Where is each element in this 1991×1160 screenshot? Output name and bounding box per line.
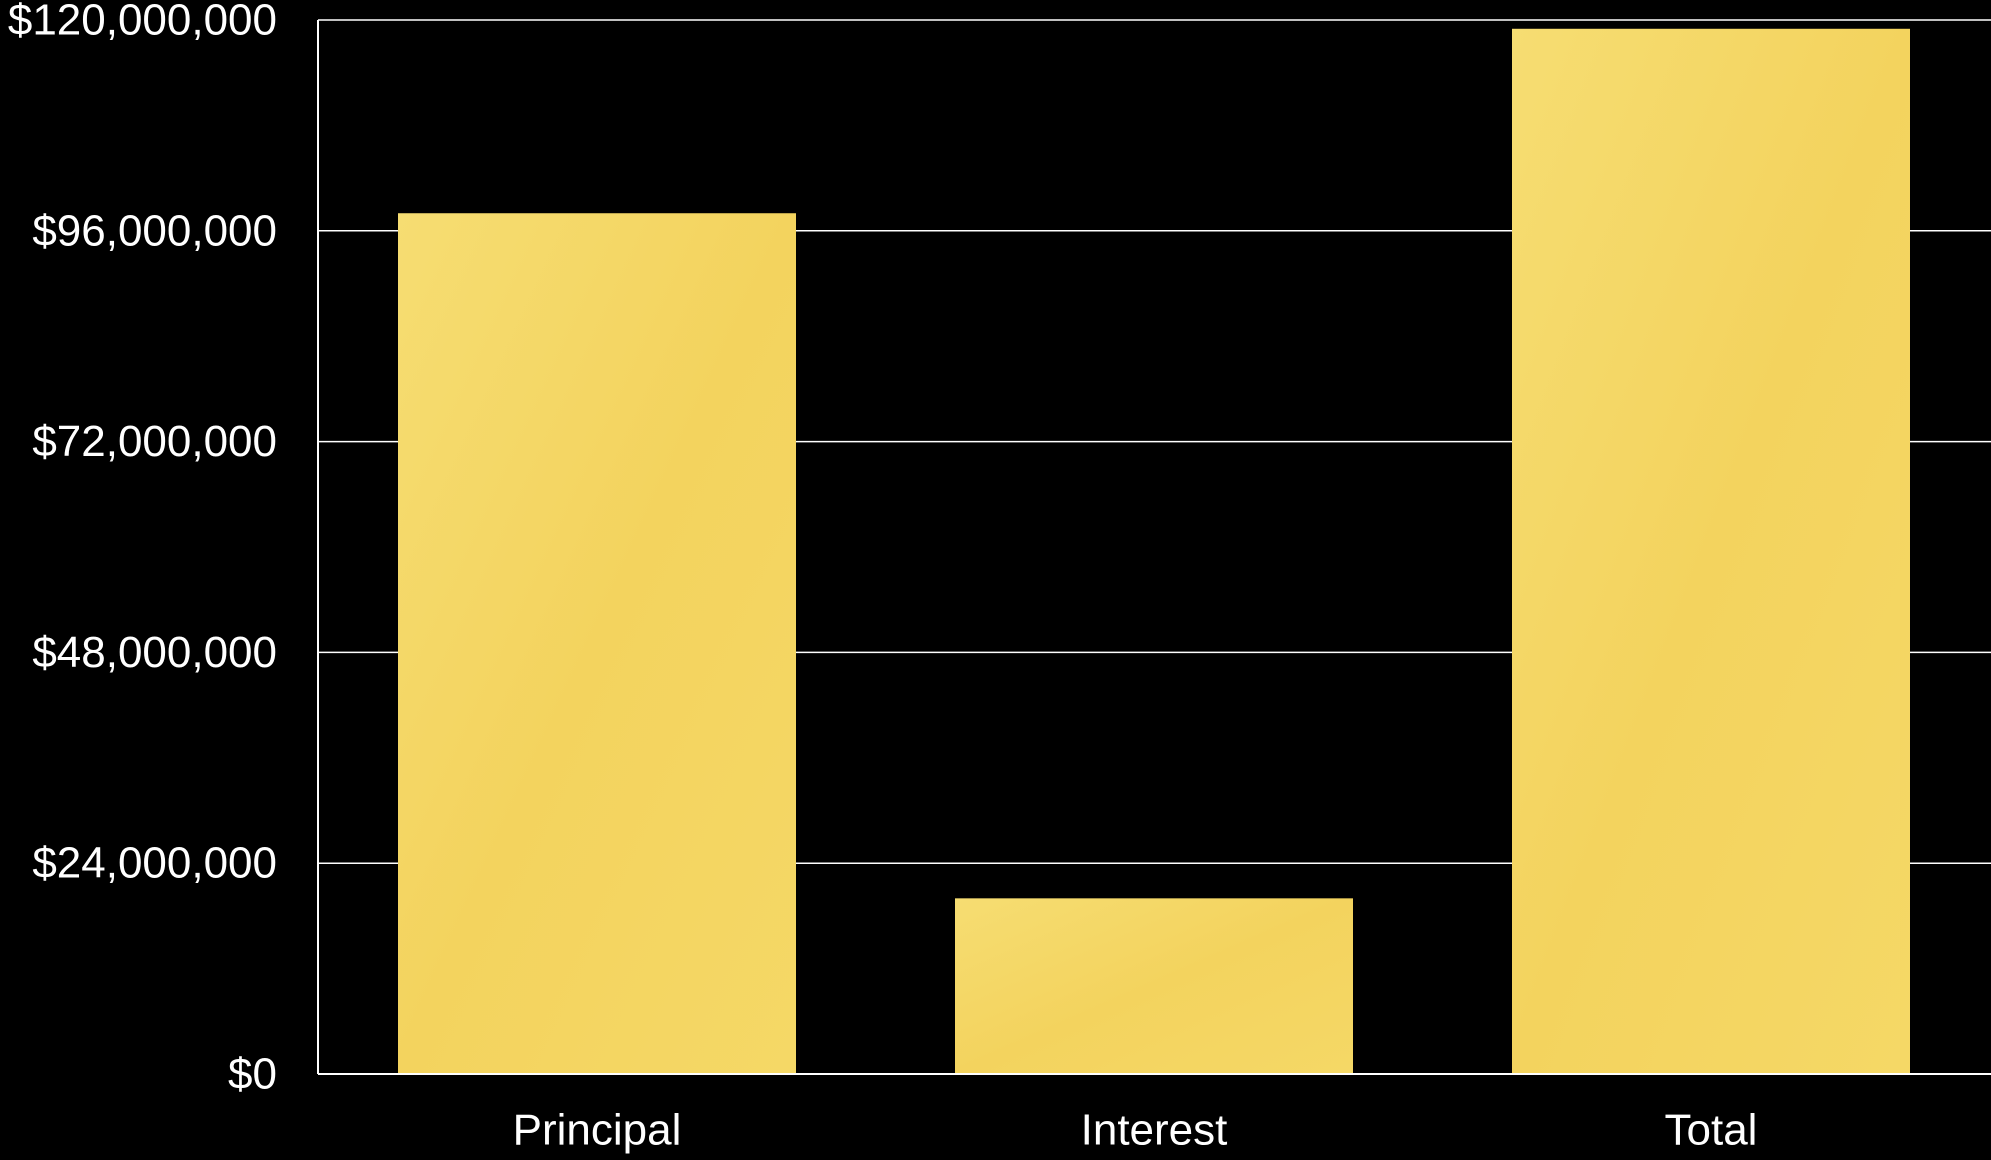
- y-tick-label: $24,000,000: [32, 839, 277, 888]
- bar-principal: [398, 213, 796, 1074]
- bars: [398, 28, 1910, 1075]
- y-tick-label: $72,000,000: [32, 417, 277, 466]
- y-tick-label: $0: [228, 1050, 277, 1099]
- y-tick-label: $120,000,000: [8, 0, 277, 45]
- x-tick-label: Total: [1665, 1106, 1758, 1155]
- y-tick-label: $96,000,000: [32, 206, 277, 255]
- x-tick-labels: Principal Interest Total: [513, 1106, 1758, 1155]
- bar-total: [1512, 28, 1910, 1075]
- x-tick-label: Principal: [513, 1106, 682, 1155]
- y-tick-labels: $0 $24,000,000 $48,000,000 $72,000,000 $96,0…: [8, 0, 277, 1099]
- bar-interest: [955, 898, 1353, 1074]
- y-tick-label: $48,000,000: [32, 628, 277, 677]
- axes: [317, 20, 1991, 1075]
- x-tick-label: Interest: [1081, 1106, 1228, 1155]
